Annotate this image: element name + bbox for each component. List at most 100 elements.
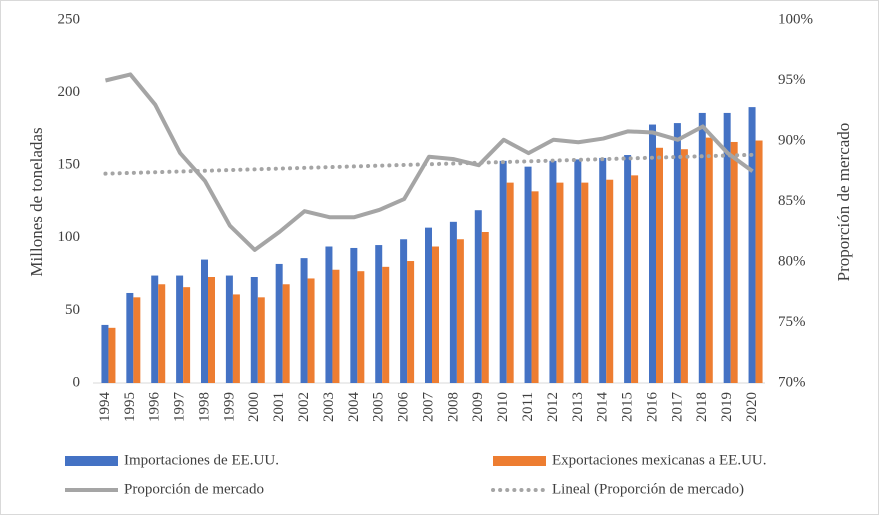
bar — [481, 231, 489, 383]
x-tick-label: 2002 — [296, 392, 312, 422]
legend-label: Exportaciones mexicanas a EE.UU. — [552, 452, 767, 468]
x-tick-label: 1994 — [97, 392, 113, 423]
bar — [225, 275, 233, 383]
bar — [382, 266, 390, 383]
x-tick-label: 2004 — [346, 392, 362, 423]
y-tick-label: 150 — [58, 157, 81, 173]
bar — [133, 297, 141, 383]
y-tick-label: 100 — [58, 229, 81, 245]
line — [103, 152, 755, 176]
bar — [151, 275, 159, 383]
x-tick-label: 2018 — [694, 392, 710, 422]
x-tick-label: 1997 — [172, 392, 188, 423]
y2-axis-title: Proporción de mercado — [834, 123, 853, 282]
y-tick-label: 0 — [73, 374, 81, 390]
bar — [201, 259, 208, 383]
bar — [705, 137, 713, 383]
legend-swatch — [65, 456, 118, 466]
bar — [400, 239, 408, 383]
x-tick-label: 2007 — [420, 392, 436, 423]
bar — [680, 149, 688, 383]
bar — [158, 284, 166, 383]
x-tick-label: 1999 — [221, 392, 237, 422]
y2-tick-label: 90% — [778, 132, 806, 148]
bar — [325, 246, 333, 383]
x-tick-label: 2000 — [246, 392, 262, 422]
bar — [673, 123, 681, 383]
legend-label: Importaciones de EE.UU. — [124, 452, 279, 468]
bar — [574, 159, 582, 383]
x-tick-label: 2010 — [495, 392, 511, 422]
bar — [183, 287, 191, 383]
legend-swatch — [493, 456, 546, 466]
bar — [275, 263, 283, 383]
bar — [599, 157, 607, 383]
x-tick-label: 2017 — [669, 392, 685, 423]
bar — [755, 140, 763, 383]
bar — [407, 261, 415, 383]
x-tick-label: 2009 — [470, 392, 486, 422]
x-tick-label: 2006 — [396, 392, 412, 423]
x-tick-label: 2005 — [371, 392, 387, 422]
bar — [425, 227, 432, 383]
x-tick-label: 2019 — [719, 392, 735, 422]
bar — [108, 327, 116, 383]
line — [104, 72, 754, 252]
bar — [631, 175, 639, 383]
bar — [176, 275, 184, 383]
x-tick-label: 1998 — [196, 392, 212, 422]
y2-tick-label: 70% — [778, 374, 806, 390]
x-tick-label: 1996 — [147, 392, 163, 423]
x-tick-label: 2014 — [595, 392, 611, 423]
bar — [524, 166, 532, 383]
y-tick-label: 250 — [58, 11, 81, 27]
bar — [506, 182, 514, 383]
bar — [332, 269, 340, 383]
x-tick-label: 2020 — [744, 392, 760, 422]
bar — [649, 124, 656, 383]
bar — [499, 160, 507, 383]
y2-tick-label: 100% — [778, 11, 813, 27]
y2-tick-label: 75% — [778, 314, 806, 330]
bar — [456, 239, 464, 383]
bar — [126, 292, 134, 383]
bar — [357, 271, 365, 383]
bar — [232, 294, 240, 383]
x-tick-label: 2003 — [321, 392, 337, 422]
x-tick-label: 2013 — [570, 392, 586, 422]
bar — [257, 297, 265, 383]
y-tick-label: 200 — [58, 84, 81, 100]
bar — [606, 179, 614, 383]
x-tick-label: 2016 — [644, 392, 660, 423]
bar — [307, 278, 315, 383]
y-axis-title: Millones de toneladas — [27, 127, 46, 276]
legend-label: Proporción de mercado — [124, 481, 264, 497]
bar — [531, 191, 539, 383]
bar — [730, 141, 738, 383]
bar — [549, 160, 557, 383]
bar — [350, 247, 358, 383]
bar — [300, 258, 308, 383]
bar — [556, 182, 564, 383]
bar — [748, 107, 756, 384]
bar — [474, 210, 482, 383]
bar — [250, 277, 258, 383]
legend-label: Lineal (Proporción de mercado) — [552, 481, 744, 497]
bar — [449, 221, 457, 383]
x-tick-label: 2012 — [545, 392, 561, 422]
bar — [723, 112, 731, 383]
bar — [698, 112, 706, 383]
x-tick-label: 2001 — [271, 392, 287, 422]
bar — [282, 284, 290, 383]
bar — [375, 245, 383, 383]
bar — [432, 246, 439, 383]
y2-tick-label: 80% — [778, 253, 806, 269]
bar — [101, 324, 109, 383]
y2-tick-label: 85% — [778, 193, 806, 209]
bar — [581, 182, 589, 383]
bar — [624, 155, 632, 383]
bar — [208, 277, 215, 383]
x-tick-label: 2011 — [520, 392, 536, 421]
y-tick-label: 50 — [65, 302, 80, 318]
x-tick-label: 2015 — [620, 392, 636, 422]
